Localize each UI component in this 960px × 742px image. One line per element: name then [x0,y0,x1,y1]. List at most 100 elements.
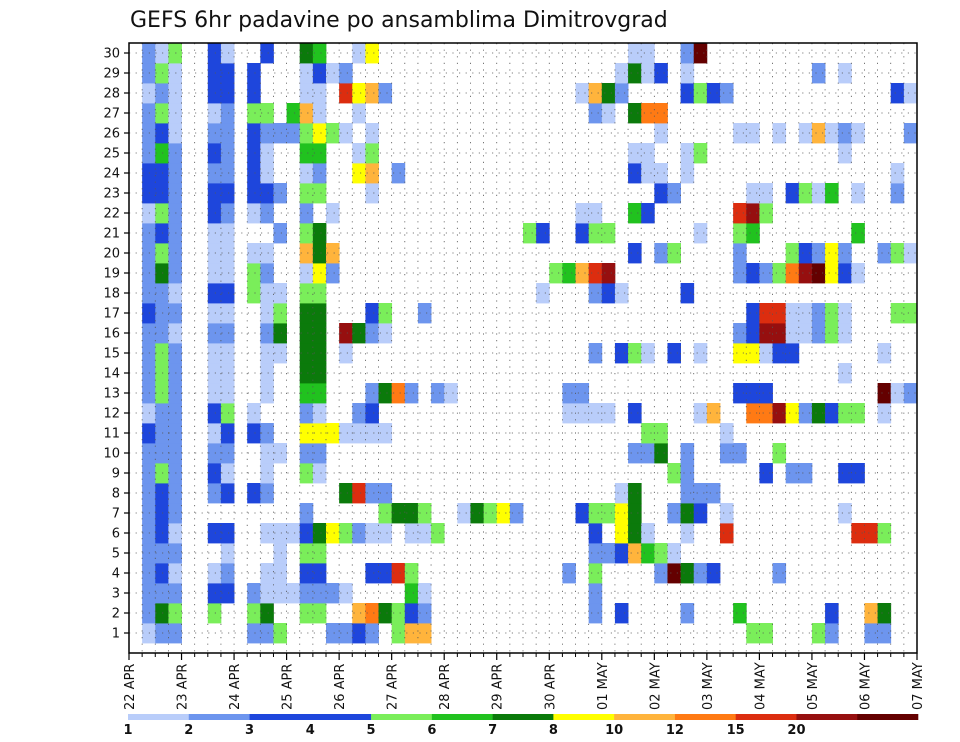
x-tick-label: 25 APR [281,664,296,710]
heatmap-cell [575,503,590,524]
heatmap-cell [260,423,274,444]
heatmap-cell [352,623,366,644]
heatmap-cell [168,103,182,124]
heatmap-cell [903,303,918,324]
heatmap-cell [798,123,813,144]
heatmap-cell [326,243,340,264]
colorbar-label: 2 [184,723,193,738]
y-tick-label: 15 [103,347,120,362]
heatmap-cell [680,63,695,84]
heatmap-cell [404,383,419,404]
heatmap-cell [588,223,603,244]
heatmap-cell [825,263,839,284]
heatmap-cell [614,523,629,544]
heatmap-cell [733,123,747,144]
heatmap-cell [260,303,274,324]
heatmap-cell [680,503,695,524]
heatmap-cell [220,183,235,204]
heatmap-cell [207,183,222,204]
heatmap-cell [417,603,432,624]
heatmap-cell [260,163,274,184]
heatmap-cell [404,583,419,604]
heatmap-cell [260,483,274,504]
heatmap-cell [785,263,800,284]
heatmap-cell [759,383,773,404]
heatmap-cell [378,603,393,624]
heatmap-cell [825,623,839,644]
heatmap-cell [260,583,274,604]
heatmap-cell [693,503,708,524]
heatmap-cell [260,263,274,284]
y-axis-ticks: 1234567891011121314151617181920212223242… [103,47,129,642]
heatmap-cell [733,223,747,244]
heatmap-cell [168,483,182,504]
heatmap-cell [851,463,865,484]
heatmap-cell [378,503,393,524]
x-tick-label: 24 APR [228,664,243,710]
x-tick-label: 28 APR [438,664,453,710]
colorbar-label: 12 [666,723,684,738]
heatmap-cell [785,303,800,324]
heatmap-cell [838,363,852,384]
heatmap-cell [207,63,222,84]
heatmap-cell [220,403,235,424]
heatmap-cell [299,403,314,424]
heatmap-cell [693,483,708,504]
heatmap-cell [260,623,274,644]
heatmap-cell [680,563,695,584]
heatmap-cell [299,263,314,284]
heatmap-cell [877,623,892,644]
x-tick-label: 04 MAY [753,662,768,710]
heatmap-cell [811,323,826,344]
heatmap-cell [746,403,760,424]
heatmap-cell [207,423,222,444]
heatmap-cell [588,263,603,284]
x-axis-ticks: 22 APR 23 APR 24 APR 25 APR 26 APR 27 APR 28 A… [123,653,926,710]
heatmap-cell [811,303,826,324]
heatmap-cell [168,123,182,144]
heatmap-cell [798,323,813,344]
heatmap-cell [391,163,406,184]
heatmap-cell [785,403,800,424]
heatmap-cell [207,263,222,284]
heatmap-cell [667,183,681,204]
heatmap-cell [247,143,261,164]
heatmap-cell [273,623,287,644]
heatmap-cell [562,263,576,284]
heatmap-cell [352,43,366,64]
heatmap-cell [273,343,287,364]
heatmap-cell [588,503,603,524]
heatmap-cell [772,443,787,464]
heatmap-cell [326,63,340,84]
heatmap-cell [720,523,734,544]
heatmap-cell [273,583,287,604]
heatmap-cell [851,263,865,284]
heatmap-cell [207,203,222,224]
heatmap-cell [733,383,747,404]
heatmap-cell [168,543,182,564]
heatmap-cell [562,383,576,404]
heatmap-cell [312,403,327,424]
heatmap-cell [825,403,839,424]
heatmap-cell [575,403,590,424]
heatmap-cell [273,323,287,344]
y-tick-label: 1 [112,627,120,642]
heatmap-cell [299,343,314,364]
heatmap-cell [798,263,813,284]
heatmap-cell [207,563,222,584]
heatmap-cell [168,283,182,304]
heatmap-cell [575,223,590,244]
y-tick-label: 28 [103,87,120,102]
y-tick-label: 21 [103,227,120,242]
heatmap-cell [628,103,642,124]
heatmap-cell [260,343,274,364]
heatmap-cell [391,603,406,624]
heatmap-cell [260,603,274,624]
heatmap-cell [772,343,787,364]
heatmap-cell [247,623,261,644]
heatmap-cell [706,483,721,504]
heatmap-cell [220,323,235,344]
heatmap-cell [299,283,314,304]
heatmap-cell [654,123,668,144]
heatmap-cell [890,243,905,264]
